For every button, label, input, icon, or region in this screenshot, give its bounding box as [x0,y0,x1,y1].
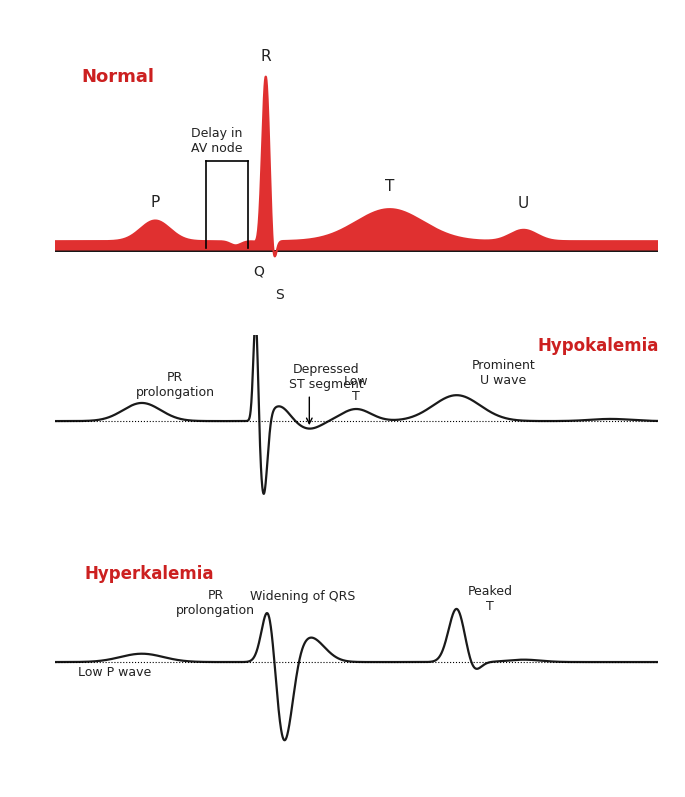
Text: Normal: Normal [82,68,155,86]
Text: Peaked
T: Peaked T [468,585,512,613]
Text: Q: Q [253,265,264,278]
Text: Low
T: Low T [344,375,369,403]
Text: R: R [260,49,271,65]
Text: PR
prolongation: PR prolongation [136,371,215,398]
Text: Widening of QRS: Widening of QRS [250,590,356,603]
Text: PR
prolongation: PR prolongation [176,590,255,618]
Text: Low P wave: Low P wave [79,665,151,678]
Text: Hypokalemia: Hypokalemia [537,337,658,355]
Text: Prominent
U wave: Prominent U wave [472,359,536,387]
Text: U: U [518,196,530,211]
Text: T: T [385,179,395,194]
Text: Depressed
ST segment: Depressed ST segment [289,363,363,391]
Text: Hyperkalemia: Hyperkalemia [85,564,214,583]
Text: P: P [151,195,160,210]
Text: Delay in
AV node: Delay in AV node [191,127,242,155]
Text: S: S [275,288,284,302]
